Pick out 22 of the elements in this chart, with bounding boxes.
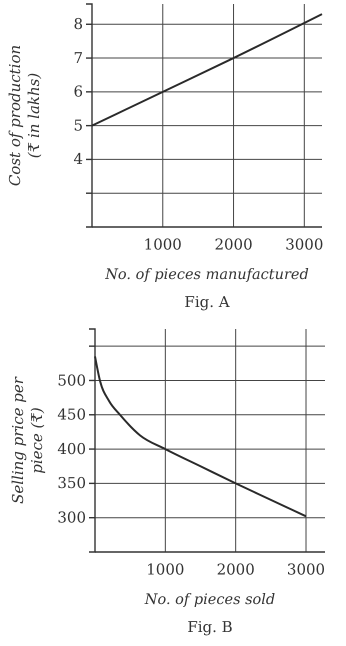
y-tick-label: 8 xyxy=(73,15,83,34)
x-tick-label: 1000 xyxy=(144,236,182,254)
y-tick-label: 4 xyxy=(73,150,83,168)
y-tick-label: 6 xyxy=(73,82,83,101)
y-tick-label: 500 xyxy=(57,371,86,390)
text: Fig. A xyxy=(184,293,230,311)
x-tick-label: 3000 xyxy=(285,236,324,254)
x-tick-label: 3000 xyxy=(286,560,326,579)
x-axis-title: No. of pieces manufactured xyxy=(104,267,309,283)
y-tick-label: 450 xyxy=(57,406,86,424)
y-tick-label: 7 xyxy=(73,48,83,67)
y-tick-label: 5 xyxy=(73,116,83,134)
x-axis-title: No. of pieces sold xyxy=(144,592,276,608)
y-axis-title: Selling price per piece (₹) xyxy=(9,376,46,504)
y-tick-label: 300 xyxy=(57,508,86,526)
y-axis-title: Cost of production (₹ in lakhs) xyxy=(6,44,43,186)
y-tick-label: 350 xyxy=(57,474,86,492)
x-tick-label: 2000 xyxy=(214,236,253,254)
text: Fig. B xyxy=(187,618,233,636)
x-tick-label: 1000 xyxy=(146,560,184,579)
y-tick-label: 400 xyxy=(57,440,86,458)
x-tick-label: 2000 xyxy=(216,560,255,579)
